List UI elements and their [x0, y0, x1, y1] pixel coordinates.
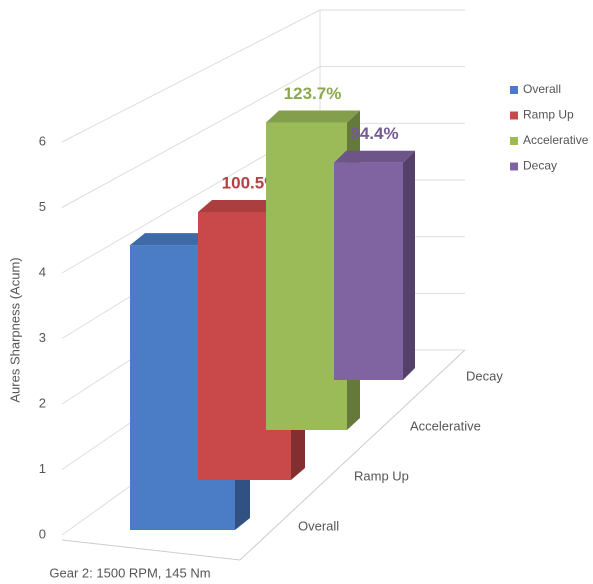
depth-tick-label: Decay: [466, 368, 503, 383]
floor-edge: [61, 349, 466, 561]
grid-line: [61, 9, 465, 143]
legend-label: Overall: [523, 82, 561, 96]
legend-label: Ramp Up: [523, 108, 574, 122]
depth-tick-label: Overall: [298, 518, 339, 533]
y-axis-label: Aures Sharpness (Acum): [7, 257, 22, 402]
y-tick-label: 0: [39, 526, 46, 541]
y-tick-label: 6: [39, 133, 46, 148]
x-axis-label: Gear 2: 1500 RPM, 145 Nm: [49, 565, 210, 580]
grid-line: [61, 66, 465, 208]
y-tick-label: 2: [39, 395, 46, 410]
bar-top: [266, 110, 360, 123]
depth-tick-label: Accelerative: [410, 418, 481, 433]
bar: [266, 122, 347, 431]
y-tick-label: 4: [39, 264, 46, 279]
bar-side: [403, 150, 415, 380]
bar-annotation: 100.5%: [222, 173, 280, 192]
legend-swatch: [510, 111, 518, 120]
bar-annotation: 94.4%: [350, 124, 398, 143]
legend-swatch: [510, 86, 518, 94]
bar-top: [334, 150, 415, 163]
legend-label: Decay: [523, 159, 557, 173]
depth-tick-label: Ramp Up: [354, 468, 409, 483]
y-tick-label: 5: [39, 199, 46, 214]
y-tick-label: 3: [39, 330, 46, 345]
legend-swatch: [510, 137, 518, 145]
bar-annotation: 123.7%: [284, 84, 342, 103]
legend-label: Accelerative: [523, 133, 589, 147]
bar: [334, 162, 403, 380]
legend-swatch: [510, 162, 518, 171]
y-tick-label: 1: [39, 461, 46, 476]
